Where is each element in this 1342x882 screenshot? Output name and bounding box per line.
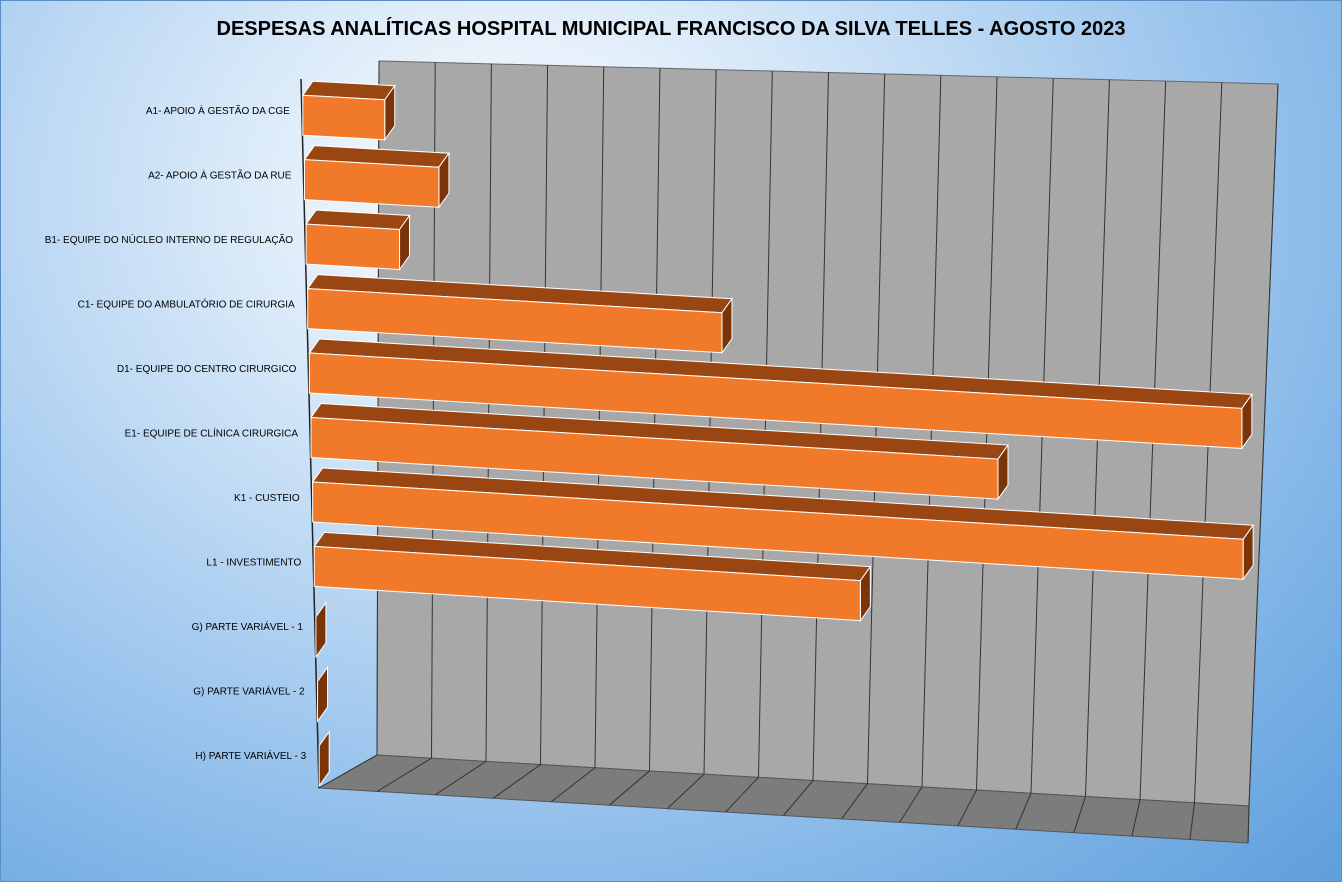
bar [308,352,1243,449]
gridline [594,66,605,768]
bar-group [315,601,327,659]
category-label: B1- EQUIPE DO NÚCLEO INTERNO DE REGULAÇÃ… [45,233,294,246]
bars [301,80,1255,788]
gridline [921,75,942,787]
gridline [703,69,717,775]
category-label: E1- EQUIPE DE CLÍNICA CIRURGICA [125,427,299,440]
floor-gridline [1015,793,1032,830]
category-label: H) PARTE VARIÁVEL - 3 [195,749,306,762]
bar-group [318,730,330,788]
bar-group [311,467,1255,581]
category-label: K1 - CUSTEIO [234,493,300,504]
floor-gridline [550,767,596,803]
bar-side [317,665,329,723]
bar [313,545,861,622]
gridline [485,63,492,762]
gridline [867,73,886,784]
floor-gridline [667,773,705,809]
gridline [1248,83,1279,807]
bar [310,416,999,500]
bar [307,288,723,354]
category-label: A2- APOIO À GESTÃO DA RUE [148,169,292,182]
bar [303,159,440,208]
gridline [540,65,549,765]
bar-group [305,209,411,272]
floor-gridline [1073,796,1086,833]
bar-group [306,274,733,355]
bar-side [315,601,327,659]
floor-gridline [608,770,650,806]
floor-gridline [841,783,868,820]
floor-gridline [957,789,977,827]
bar-group [308,338,1253,450]
floor-gridline [318,754,378,789]
chart-title: DESPESAS ANALÍTICAS HOSPITAL MUNICIPAL F… [217,17,1126,40]
floor-gridline [725,776,759,813]
bar-group [317,665,329,723]
category-label: G) PARTE VARIÁVEL - 2 [193,684,305,697]
gridline [649,68,661,771]
floor-gridline [899,786,923,823]
floor-gridline [1189,802,1195,840]
category-label: A1- APOIO À GESTÃO DA CGE [146,104,290,117]
bar [305,223,401,271]
bar [312,481,1244,580]
floor-gridline [434,760,487,796]
bar-group [303,145,450,209]
floor-gridline [376,757,432,792]
gridline [758,71,773,778]
bar-group [313,531,872,623]
category-labels: A1- APOIO À GESTÃO DA CGE A2- APOIO À GES… [45,104,307,762]
floor-gridline [1131,799,1141,837]
bar-group [301,80,396,142]
category-label: G) PARTE VARIÁVEL - 1 [192,620,304,633]
bar-side [318,730,330,788]
bar [302,94,386,141]
category-label: D1- EQUIPE DO CENTRO CIRURGICO [117,364,297,375]
category-label: L1 - INVESTIMENTO [206,557,301,568]
floor-gridline [783,780,814,816]
gridline [812,72,829,781]
floor-gridline [492,764,541,799]
floor-gridline [1247,805,1250,844]
category-label: C1- EQUIPE DO AMBULATÓRIO DE CIRURGIA [78,298,295,311]
bar-group [310,402,1009,501]
